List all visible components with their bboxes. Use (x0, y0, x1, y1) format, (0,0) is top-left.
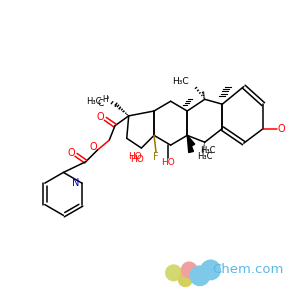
Text: Chem.com: Chem.com (213, 263, 284, 276)
Polygon shape (187, 135, 195, 146)
Text: H₃C: H₃C (86, 97, 101, 106)
Text: HO: HO (161, 158, 175, 167)
Text: F: F (153, 152, 159, 162)
Text: O: O (278, 124, 286, 134)
Circle shape (166, 265, 182, 281)
Polygon shape (187, 135, 194, 152)
Text: HO: HO (130, 155, 144, 164)
Text: HO: HO (128, 152, 141, 161)
Circle shape (190, 266, 210, 286)
Text: N: N (72, 178, 79, 188)
Circle shape (201, 260, 220, 280)
Text: H₃C: H₃C (197, 152, 212, 161)
Text: C: C (97, 99, 103, 108)
Text: O: O (97, 112, 104, 122)
Text: H₃C: H₃C (172, 77, 189, 86)
Circle shape (178, 273, 192, 286)
Circle shape (182, 262, 197, 278)
Text: H₃C: H₃C (200, 146, 215, 155)
Text: O: O (90, 142, 98, 152)
Text: H: H (102, 95, 108, 104)
Text: O: O (68, 148, 75, 158)
Text: ₃: ₃ (107, 95, 110, 100)
